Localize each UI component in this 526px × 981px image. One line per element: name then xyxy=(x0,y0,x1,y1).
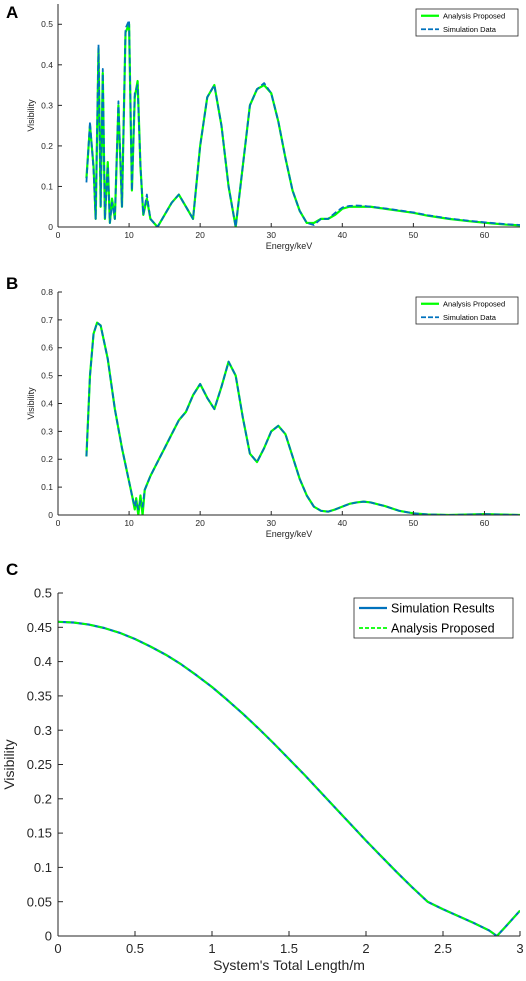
x-tick-label: 0.5 xyxy=(126,941,144,956)
y-tick-label: 0.8 xyxy=(41,287,53,297)
y-tick-label: 0 xyxy=(48,222,53,232)
legend-label: Analysis Proposed xyxy=(443,299,505,308)
panel-b: B 0 10 20 30 40 50 60 0 0.1 0.2 0.3 0.4 0.5 0.6 0.7 0.8 E… xyxy=(6,274,520,539)
y-tick-label: 0.3 xyxy=(41,100,53,110)
x-axis-title: System's Total Length/m xyxy=(213,957,365,973)
legend-box xyxy=(415,8,519,37)
y-tick-label: 0.1 xyxy=(41,181,53,191)
panel-a: A 0 10 20 30 40 50 60 0 0.1 0.2 0.3 0.4 0.5 Energy/keV… xyxy=(6,3,520,251)
x-tick-label: 30 xyxy=(266,230,276,240)
y-tick-label: 0.2 xyxy=(41,141,53,151)
y-tick-label: 0.2 xyxy=(41,454,53,464)
x-tick-label: 50 xyxy=(409,230,419,240)
legend-label: Analysis Proposed xyxy=(391,621,495,635)
x-tick-label: 1.5 xyxy=(280,941,298,956)
x-tick-label: 10 xyxy=(124,230,134,240)
series-line-2 xyxy=(85,321,520,515)
x-tick-label: 1 xyxy=(208,941,215,956)
x-tick-label: 2.5 xyxy=(434,941,452,956)
y-tick-label: 0.5 xyxy=(34,586,52,601)
y-tick-label: 0.3 xyxy=(34,723,52,738)
series-line-1 xyxy=(58,620,520,936)
legend: Simulation Results Analysis Proposed xyxy=(353,597,514,639)
y-tick-label: 0.6 xyxy=(41,343,53,353)
x-tick-label: 20 xyxy=(195,518,205,528)
y-tick-label: 0.5 xyxy=(41,19,53,29)
x-tick-label: 30 xyxy=(266,518,276,528)
legend-box xyxy=(415,296,519,325)
x-tick-label: 0 xyxy=(54,941,61,956)
panel-letter: C xyxy=(6,560,18,579)
series-line-2 xyxy=(58,620,520,936)
y-tick-label: 0.7 xyxy=(41,315,53,325)
x-tick-label: 60 xyxy=(480,518,490,528)
y-tick-label: 0 xyxy=(48,510,53,520)
panel-letter: B xyxy=(6,274,18,293)
series-line-2 xyxy=(85,19,520,227)
x-tick-label: 40 xyxy=(338,230,348,240)
legend-label: Analysis Proposed xyxy=(443,11,505,20)
y-tick-label: 0.15 xyxy=(27,826,52,841)
y-tick-label: 0.4 xyxy=(41,398,53,408)
panel-letter: A xyxy=(6,3,18,22)
series-line-1 xyxy=(85,23,520,227)
x-tick-label: 60 xyxy=(480,230,490,240)
y-tick-label: 0.05 xyxy=(27,894,52,909)
y-tick-label: 0.4 xyxy=(34,654,52,669)
y-axis-title: Visibility xyxy=(26,99,36,132)
y-tick-label: 0.5 xyxy=(41,371,53,381)
x-tick-label: 40 xyxy=(338,518,348,528)
x-tick-label: 3 xyxy=(516,941,523,956)
y-tick-label: 0.35 xyxy=(27,688,52,703)
x-tick-label: 0 xyxy=(56,518,61,528)
x-tick-label: 10 xyxy=(124,518,134,528)
y-tick-label: 0.1 xyxy=(34,860,52,875)
y-tick-label: 0 xyxy=(45,929,52,944)
series-line-1 xyxy=(85,321,520,515)
x-axis-title: Energy/keV xyxy=(266,529,313,539)
x-tick-label: 0 xyxy=(56,230,61,240)
legend: Analysis Proposed Simulation Data xyxy=(415,296,519,325)
legend: Analysis Proposed Simulation Data xyxy=(415,8,519,37)
x-tick-label: 2 xyxy=(362,941,369,956)
x-tick-label: 20 xyxy=(195,230,205,240)
x-tick-label: 50 xyxy=(409,518,419,528)
y-tick-label: 0.1 xyxy=(41,482,53,492)
legend-label: Simulation Results xyxy=(391,601,495,615)
y-axis-title: Visibility xyxy=(26,387,36,420)
y-tick-label: 0.4 xyxy=(41,60,53,70)
y-tick-label: 0.25 xyxy=(27,757,52,772)
y-tick-label: 0.3 xyxy=(41,426,53,436)
y-tick-label: 0.2 xyxy=(34,791,52,806)
x-axis-title: Energy/keV xyxy=(266,241,313,251)
panel-c: C 0 0.5 1 1.5 2 2.5 3 0 0.05 0.1 0.15 0.2 0.25 0.3 0.35… xyxy=(1,560,524,973)
legend-label: Simulation Data xyxy=(443,25,497,34)
y-tick-label: 0.45 xyxy=(27,620,52,635)
y-axis-title: Visibility xyxy=(1,739,17,789)
legend-label: Simulation Data xyxy=(443,313,497,322)
legend-box xyxy=(353,597,514,639)
